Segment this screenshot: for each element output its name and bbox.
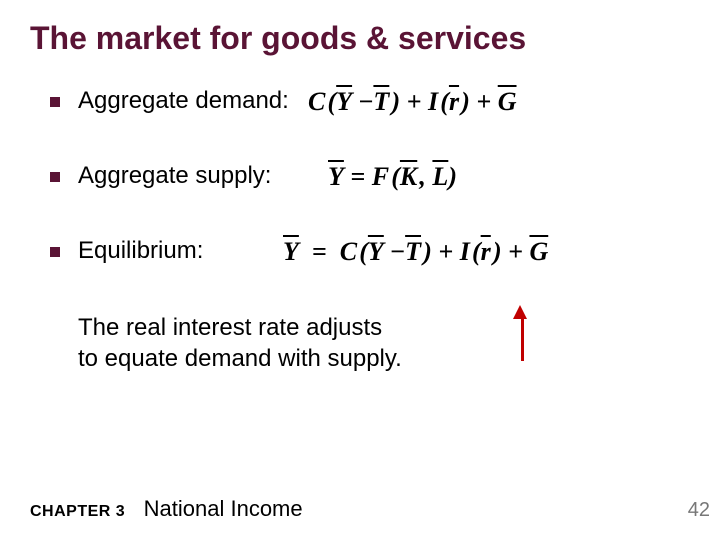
slide-title: The market for goods & services: [30, 20, 690, 57]
bullet-equilibrium-label: Equilibrium:: [78, 237, 308, 265]
bullet-icon: [50, 97, 60, 107]
chapter-title: National Income: [144, 496, 303, 521]
formula-supply: Y = F (K , L): [328, 162, 457, 192]
chapter-label: CHAPTER 3: [30, 503, 125, 520]
formula-demand: C (Y −T ) + I (r ) + G: [308, 87, 517, 117]
bullet-supply: Aggregate supply: Y = F (K , L): [30, 162, 690, 192]
page-number: 42: [688, 499, 710, 522]
arrow-line-icon: [521, 319, 524, 361]
bullet-demand-label: Aggregate demand:: [78, 87, 308, 115]
bullet-demand: Aggregate demand: C (Y −T ) + I (r ) + G: [30, 87, 690, 117]
bullet-icon: [50, 247, 60, 257]
bullet-icon: [50, 172, 60, 182]
arrow-head-icon: [513, 305, 527, 319]
arrow-indicator: [518, 305, 527, 361]
bullet-equilibrium: Equilibrium: Y = C (Y −T ) + I (r ) + G: [30, 237, 690, 267]
bullet-supply-label: Aggregate supply:: [78, 162, 308, 190]
slide-footer: CHAPTER 3 National Income 42: [30, 496, 710, 522]
conclusion-text: The real interest rate adjuststo equate …: [78, 312, 690, 374]
formula-equilibrium: Y = C (Y −T ) + I (r ) + G: [283, 237, 548, 267]
